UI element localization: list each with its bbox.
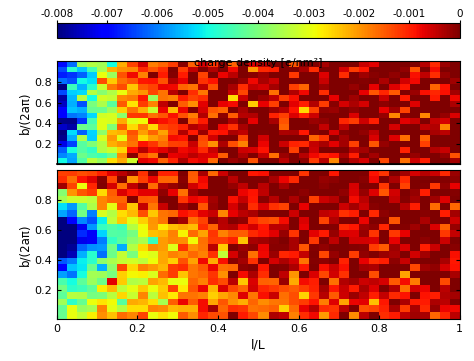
- X-axis label: l/L: l/L: [251, 339, 266, 352]
- Y-axis label: b/(2aπ): b/(2aπ): [18, 92, 31, 134]
- Text: charge density [e/nm²]: charge density [e/nm²]: [194, 58, 323, 69]
- Y-axis label: b/(2aπ): b/(2aπ): [18, 223, 31, 266]
